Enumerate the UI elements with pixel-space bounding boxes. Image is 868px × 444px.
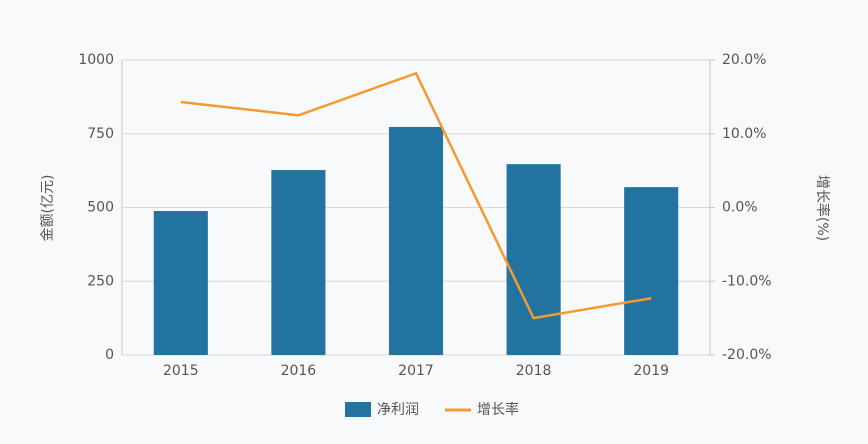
bar — [506, 164, 561, 355]
bar — [153, 211, 208, 355]
y2-tick-label: -10.0% — [722, 273, 772, 289]
bar — [388, 126, 444, 355]
y-tick-label: 0 — [105, 347, 114, 363]
x-tick-label: 2015 — [163, 363, 199, 379]
y-tick-label: 250 — [87, 273, 114, 289]
y2-tick-label: 10.0% — [722, 126, 766, 142]
legend-label: 增长率 — [477, 401, 519, 418]
y2-tick-label: -20.0% — [722, 347, 772, 363]
x-tick-label: 2017 — [398, 363, 434, 379]
y-axis-label: 金额(亿元) — [40, 175, 56, 242]
y-tick-label: 500 — [87, 200, 114, 216]
y2-axis-label: 增长率(%) — [814, 175, 831, 241]
x-tick-label: 2018 — [516, 363, 552, 379]
y2-tick-label: 0.0% — [722, 200, 758, 216]
y2-tick-label: 20.0% — [722, 52, 766, 68]
bar — [624, 187, 679, 355]
y-tick-label: 750 — [87, 126, 114, 142]
x-tick-label: 2016 — [281, 363, 317, 379]
line — [180, 71, 652, 320]
legend-label: 净利润 — [377, 402, 419, 418]
bar — [271, 170, 326, 355]
legend-swatch — [345, 402, 371, 417]
x-tick-label: 2019 — [633, 363, 669, 379]
y-tick-label: 1000 — [78, 52, 114, 68]
